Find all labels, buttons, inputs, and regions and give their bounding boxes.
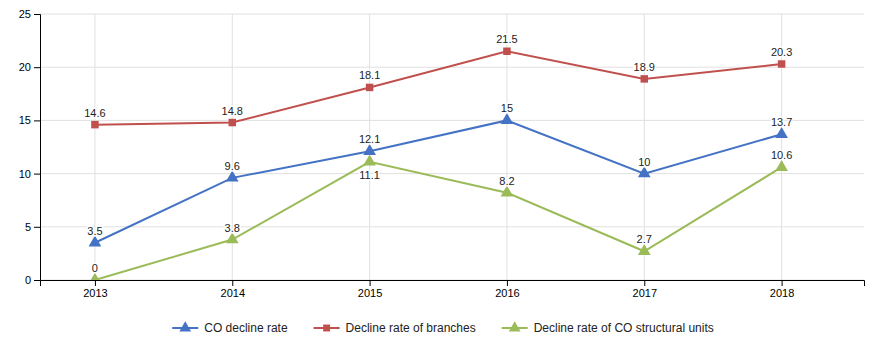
series-marker [638, 166, 651, 177]
data-label: 14.6 [84, 107, 105, 119]
legend-marker [179, 321, 191, 331]
x-tick-label: 2018 [770, 287, 794, 299]
x-tick-mark [370, 280, 371, 286]
y-tick-mark [34, 227, 40, 228]
y-tick-label: 25 [19, 8, 31, 20]
x-tick: 2014 [221, 280, 245, 299]
series-marker [641, 75, 648, 82]
y-tick-mark [34, 120, 40, 121]
legend-item: Decline rate of branches [314, 321, 476, 335]
data-label: 18.9 [634, 61, 655, 73]
series-marker [229, 119, 236, 126]
x-tick-mark [232, 280, 233, 286]
data-label: 10 [638, 156, 650, 168]
series-marker [503, 47, 510, 54]
legend: CO decline rate Decline rate of branches D… [172, 321, 714, 335]
legend-marker [509, 321, 521, 331]
y-axis: 0 5 10 15 20 25 [19, 8, 41, 286]
series-marker [501, 113, 514, 124]
data-label: 20.3 [771, 46, 792, 58]
data-label: 11.1 [359, 169, 380, 181]
series-marker [775, 127, 788, 138]
data-label: 0 [92, 262, 98, 274]
data-label: 15 [501, 102, 513, 114]
series-marker [226, 171, 239, 182]
series-marker [775, 160, 788, 171]
series-marker [638, 244, 651, 255]
series-marker [91, 121, 98, 128]
x-tick-mark [95, 280, 96, 286]
x-tick-label: 2016 [495, 287, 519, 299]
series-line [95, 162, 782, 280]
plot-marks [89, 47, 788, 280]
x-tick: 2013 [83, 280, 107, 299]
y-tick: 20 [19, 61, 40, 73]
legend-label: Decline rate of CO structural units [534, 321, 714, 335]
data-labels: 3.5 9.6 12.1 15 10 13.7 14.6 14.8 18.1 21.5 18.9 20… [84, 33, 792, 274]
x-tick: 2016 [495, 280, 519, 299]
legend-label: CO decline rate [204, 321, 288, 335]
series-marker [89, 235, 102, 246]
y-tick-label: 10 [19, 168, 31, 180]
x-tick: 2015 [358, 280, 382, 299]
x-tick-label: 2015 [358, 287, 382, 299]
y-tick-mark [34, 14, 40, 15]
y-tick: 0 [25, 274, 40, 286]
y-tick: 25 [19, 8, 40, 20]
grid [40, 14, 864, 280]
data-label: 14.8 [222, 105, 243, 117]
series-marker [363, 155, 376, 166]
y-tick-label: 5 [25, 221, 31, 233]
y-grid-line [40, 120, 864, 121]
x-tick-label: 2014 [221, 287, 245, 299]
chart-svg: 2013 2014 2015 2016 2017 2018 0 5 10 15 20 25 3.5 9.6… [0, 0, 886, 346]
series-marker [366, 84, 373, 91]
chart-container: 2013 2014 2015 2016 2017 2018 0 5 10 15 20 25 3.5 9.6… [0, 0, 886, 346]
y-tick-mark [34, 174, 40, 175]
data-label: 2.7 [637, 233, 652, 245]
legend-item: CO decline rate [172, 321, 288, 335]
data-label: 12.1 [359, 133, 380, 145]
y-grid-line [40, 226, 864, 227]
x-tick-label: 2017 [633, 287, 657, 299]
x-axis: 2013 2014 2015 2016 2017 2018 [41, 280, 865, 299]
y-tick: 10 [19, 168, 40, 180]
y-tick-label: 15 [19, 114, 31, 126]
x-tick-label: 2013 [83, 287, 107, 299]
y-grid-line [40, 173, 864, 174]
y-axis-line [34, 15, 41, 281]
y-tick-label: 20 [19, 61, 31, 73]
y-grid-line [40, 14, 864, 15]
series-line [95, 120, 782, 242]
legend-item: Decline rate of CO structural units [502, 321, 714, 335]
y-tick: 15 [19, 114, 40, 126]
series-marker [363, 144, 376, 155]
x-tick-mark [644, 280, 645, 286]
series-marker [778, 60, 785, 67]
x-tick: 2017 [633, 280, 657, 299]
y-tick-mark [34, 67, 40, 68]
data-label: 13.7 [771, 116, 792, 128]
x-tick-mark [507, 280, 508, 286]
y-tick-label: 0 [25, 274, 31, 286]
series-marker [501, 185, 514, 196]
data-label: 8.2 [499, 175, 514, 187]
legend-marker [323, 325, 330, 332]
x-axis-line [41, 281, 865, 287]
data-label: 21.5 [496, 33, 517, 45]
x-tick: 2018 [770, 280, 794, 299]
data-label: 18.1 [359, 69, 380, 81]
legend-label: Decline rate of branches [346, 321, 476, 335]
x-tick-mark [782, 280, 783, 286]
series-line [95, 51, 782, 124]
series-marker [226, 232, 239, 243]
y-tick: 5 [25, 221, 40, 233]
data-label: 9.6 [225, 160, 240, 172]
data-label: 10.6 [771, 149, 792, 161]
data-label: 3.8 [225, 222, 240, 234]
y-tick-mark [34, 280, 40, 281]
data-label: 3.5 [87, 225, 102, 237]
